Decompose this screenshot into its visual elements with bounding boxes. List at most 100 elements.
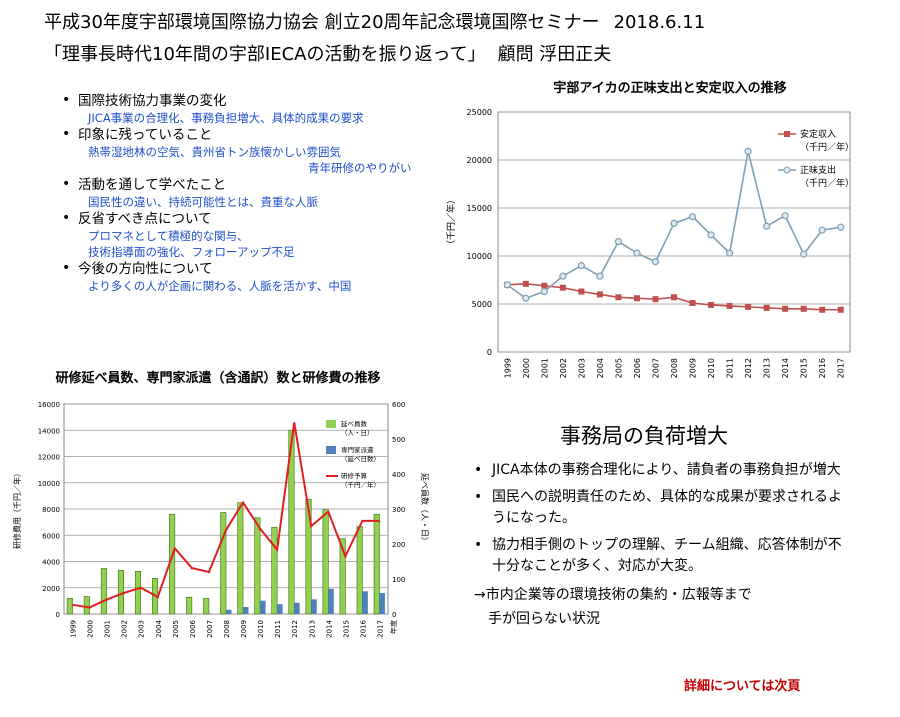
bar bbox=[288, 429, 295, 615]
x-tick-label: 2013 bbox=[308, 620, 316, 638]
y-tick-label: 6000 bbox=[42, 532, 60, 540]
bar bbox=[254, 517, 261, 615]
data-point bbox=[744, 147, 752, 155]
data-point: - bbox=[71, 601, 74, 611]
header-title-line: 平成30年度宇部環境国際協力協会 創立20周年記念環境国際セミナー 2018.6.… bbox=[44, 8, 705, 34]
data-point: - bbox=[190, 564, 193, 574]
x-tick-label: 2000 bbox=[522, 358, 531, 378]
x-tick-label: 2006 bbox=[633, 358, 642, 378]
series-line bbox=[72, 422, 380, 609]
x-tick-label: 2002 bbox=[559, 358, 568, 378]
data-point bbox=[503, 281, 511, 289]
data-point bbox=[671, 294, 677, 301]
bar bbox=[237, 502, 244, 615]
bar bbox=[66, 597, 73, 615]
y-tick-label: 4000 bbox=[42, 559, 60, 567]
bar bbox=[243, 607, 249, 614]
bar bbox=[305, 498, 312, 615]
plot-frame bbox=[497, 111, 851, 353]
bullet-item: 印象に残っていること 熱帯湿地林の空気、貴州省トン族懐かしい雰囲気 青年研修のや… bbox=[58, 126, 438, 176]
bar bbox=[220, 512, 227, 615]
legend-label: （人・日） bbox=[341, 429, 374, 437]
secretariat-conclusion-cont: 手が回らない状況 bbox=[488, 611, 600, 627]
bar bbox=[322, 509, 329, 615]
y2-tick-label: 500 bbox=[392, 436, 405, 444]
data-point bbox=[652, 296, 659, 303]
bar bbox=[356, 526, 363, 615]
secretariat-bullets: JICA本体の事務合理化により、請負者の事務負担が増大 国民への説明責任のため、… bbox=[470, 460, 850, 631]
data-point bbox=[688, 213, 697, 221]
data-point: - bbox=[378, 517, 381, 527]
data-point bbox=[541, 282, 548, 289]
legend-label: 研修予算 bbox=[341, 471, 368, 480]
data-point bbox=[819, 306, 826, 313]
next-page-note: 詳細については次頁 bbox=[684, 679, 801, 694]
secretariat-conclusion: →市内企業等の環境技術の集約・広報等まで bbox=[474, 587, 752, 603]
bar bbox=[294, 602, 300, 614]
y-tick-label: 20000 bbox=[467, 156, 492, 165]
x-tick-label: 2011 bbox=[274, 620, 282, 638]
x-tick-label: 2017 bbox=[837, 358, 846, 378]
data-point bbox=[800, 250, 808, 258]
data-point: - bbox=[241, 498, 244, 508]
y-tick-label: 0 bbox=[56, 611, 60, 619]
bullet-detail: より多くの人が企画に関わる、人脈を活かす、中国 bbox=[88, 279, 352, 293]
data-point bbox=[578, 288, 585, 295]
y-tick-label: 14000 bbox=[38, 427, 60, 435]
data-point bbox=[577, 262, 585, 270]
bar bbox=[311, 599, 317, 614]
data-point bbox=[837, 223, 845, 231]
chart-title: 研修延べ員数、専門家派遣（含通訳）数と研修費の推移 bbox=[55, 370, 380, 386]
x-tick-label: 2009 bbox=[689, 358, 698, 378]
data-point bbox=[726, 302, 733, 309]
bullet-detail: プロマネとして積極的な関与、 bbox=[88, 229, 249, 243]
data-point bbox=[540, 287, 548, 296]
legend-label: 安定収入 bbox=[800, 128, 836, 140]
x-tick-label: 2004 bbox=[155, 619, 163, 637]
x-tick-label: 1999 bbox=[503, 358, 512, 378]
bullet-detail: 国民性の違い、持続可能性とは、貴重な人脈 bbox=[88, 195, 318, 209]
data-point bbox=[614, 238, 623, 246]
data-point bbox=[559, 272, 567, 280]
bullet-item: 反省すべき点について プロマネとして積極的な関与、 技術指導面の強化、フォローア… bbox=[58, 210, 438, 260]
x-tick-label: 2013 bbox=[763, 358, 772, 378]
y-tick-label: 25000 bbox=[467, 108, 492, 117]
x-tick-label: 2006 bbox=[189, 619, 197, 637]
x-tick-label: 2008 bbox=[223, 620, 231, 638]
bullet-heading: 国際技術協力事業の変化 bbox=[78, 93, 227, 109]
y-tick-label: 8000 bbox=[42, 506, 60, 514]
data-point bbox=[763, 222, 771, 230]
training-chart: 研修延べ員数、専門家派遣（含通訳）数と研修費の推移020004000600080… bbox=[12, 370, 430, 638]
data-point bbox=[707, 231, 715, 239]
bullet-detail: 青年研修のやりがい bbox=[308, 161, 412, 175]
data-point: - bbox=[207, 568, 210, 578]
bar bbox=[186, 596, 193, 615]
data-point bbox=[633, 249, 641, 257]
bar bbox=[277, 604, 283, 614]
x-tick-label: 2001 bbox=[104, 620, 112, 638]
data-point: - bbox=[173, 544, 176, 554]
summary-bullets: 国際技術協力事業の変化 JICA事業の合理化、事務負担増大、具体的成果の要求 印… bbox=[58, 92, 438, 294]
legend-swatch bbox=[326, 420, 336, 428]
bullet-heading: 活動を通して学べたこと bbox=[78, 177, 227, 193]
data-point: - bbox=[139, 584, 142, 594]
bar bbox=[260, 600, 266, 614]
data-point bbox=[670, 219, 678, 227]
bar bbox=[373, 513, 380, 615]
bar bbox=[203, 597, 210, 615]
x-tick-label: 2003 bbox=[577, 358, 586, 378]
y2-tick-label: 0 bbox=[392, 611, 396, 619]
data-point: - bbox=[276, 546, 279, 556]
y2-tick-label: 400 bbox=[392, 471, 405, 479]
legend-swatch bbox=[326, 446, 336, 454]
legend-label: （千円／年） bbox=[341, 480, 380, 489]
secretariat-item: 国民への説明責任のため、具体的な成果が要求されるようになった。 bbox=[470, 487, 850, 529]
data-point bbox=[633, 295, 640, 302]
data-point bbox=[596, 291, 603, 298]
data-point bbox=[596, 272, 604, 280]
x-tick-label: 2002 bbox=[121, 620, 129, 638]
data-point: - bbox=[327, 508, 330, 518]
data-point: - bbox=[344, 552, 347, 562]
data-point bbox=[615, 294, 622, 301]
x-tick-label: 2009 bbox=[240, 620, 248, 638]
